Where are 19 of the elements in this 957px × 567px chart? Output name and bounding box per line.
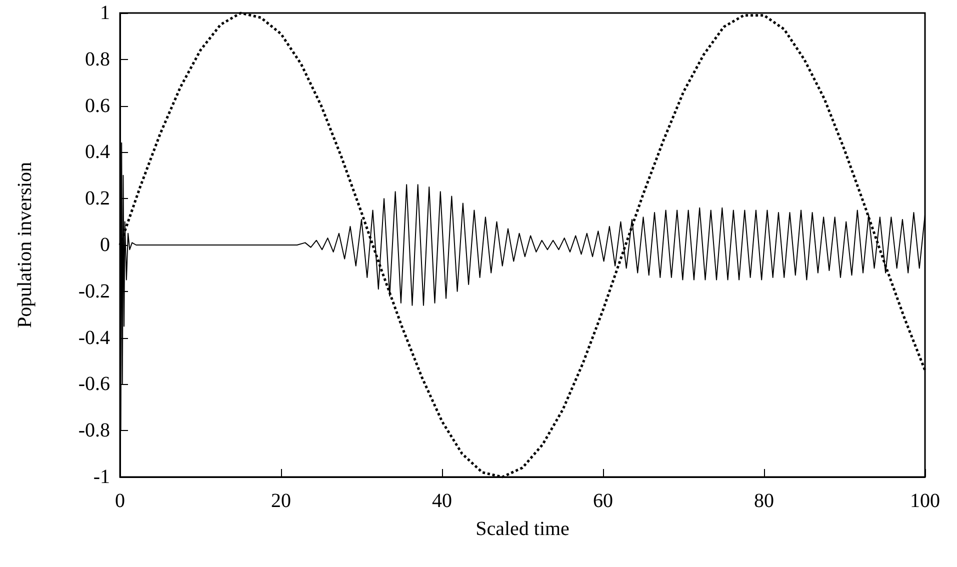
y-tick-label: -1 [93,466,110,488]
y-tick-label: -0.4 [78,326,110,349]
y-tick-label: 0.4 [85,141,110,164]
x-tick-label: 60 [593,490,613,512]
y-tick-label: 0.2 [85,188,110,210]
y-tick-label: 1 [100,2,110,24]
y-tick-label: 0 [100,234,110,256]
y-tick-label: -0.6 [78,373,110,396]
y-tick-label: -0.8 [78,420,110,442]
y-tick-label: 0.8 [85,48,110,70]
x-tick-label: 40 [432,490,452,512]
x-tick-label: 80 [754,490,774,512]
x-tick-label: 20 [271,490,291,512]
y-axis-title: Population inversion [14,162,36,328]
x-axis-title: Scaled time [476,518,570,540]
x-tick-label: 0 [115,490,125,512]
y-tick-label: -0.2 [78,280,110,302]
y-tick-label: 0.6 [85,94,110,117]
x-tick-label: 100 [910,490,940,512]
